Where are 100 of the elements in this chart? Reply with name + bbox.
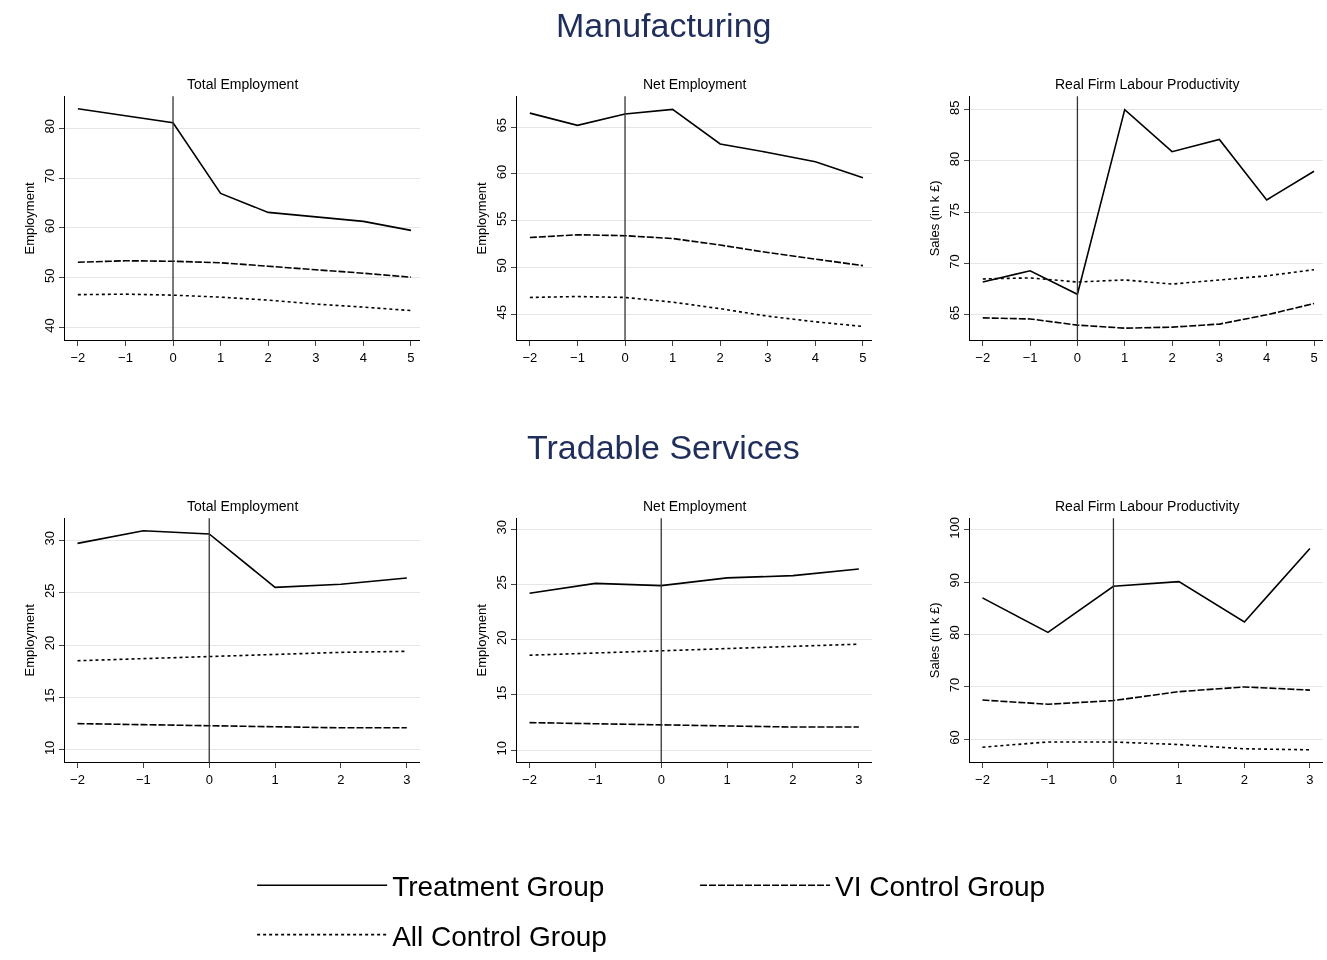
x-tick-label: 2 (1240, 772, 1249, 787)
x-tick-label: 2 (716, 350, 724, 366)
x-tick-label: 1 (1175, 772, 1183, 787)
line-series (77, 107, 412, 232)
x-tick-label: −1 (587, 772, 603, 787)
y-tick-label: 85 (946, 100, 962, 115)
x-tick-label: −2 (522, 772, 537, 787)
y-tick-label: 60 (493, 164, 509, 180)
x-tick-label: 2 (789, 772, 797, 787)
line-series (981, 302, 1315, 329)
x-tick-label: 3 (312, 350, 320, 366)
x-tick-label: 4 (359, 350, 367, 366)
x-tick-label: −2 (70, 350, 86, 366)
y-tick-label: 80 (946, 625, 962, 640)
x-tick-label: −1 (135, 772, 151, 787)
y-axis-title: Sales (in k £) (926, 180, 942, 257)
x-tick-label: 0 (1109, 772, 1118, 787)
x-tick-label: 1 (271, 772, 279, 787)
x-tick-label: 0 (621, 350, 629, 366)
y-tick-label: 100 (946, 516, 962, 539)
y-tick-label: 60 (41, 218, 57, 234)
legend-label: All Control Group (392, 920, 607, 952)
x-tick-label: 3 (764, 350, 772, 366)
y-tick-label: 65 (946, 305, 962, 321)
chart-title: Total Employment (187, 76, 299, 92)
x-tick-label: −1 (1040, 772, 1056, 787)
y-tick-label: 75 (946, 203, 962, 218)
y-axis-title: Employment (473, 603, 489, 677)
x-tick-label: 2 (264, 350, 272, 366)
line-series (529, 295, 864, 328)
text: Tradable Services (527, 428, 800, 466)
x-tick-label: −2 (975, 350, 991, 366)
x-tick-label: 0 (205, 772, 213, 787)
line-series (76, 529, 408, 589)
y-axis-title: Sales (in k £) (926, 602, 942, 679)
line-series (528, 568, 860, 595)
x-tick-label: −2 (70, 772, 85, 787)
x-tick-label: −1 (118, 350, 133, 366)
y-tick-label: 15 (493, 685, 509, 701)
x-tick-label: 1 (1121, 350, 1129, 366)
y-tick-label: 10 (41, 740, 57, 756)
x-tick-label: −1 (570, 350, 585, 366)
line-series (981, 108, 1315, 296)
line-series (529, 108, 864, 179)
x-tick-label: 0 (657, 772, 665, 787)
y-tick-label: 25 (493, 575, 509, 590)
y-tick-label: 80 (41, 119, 57, 134)
y-tick-label: 55 (493, 211, 509, 227)
y-axis-title: Employment (21, 603, 37, 677)
x-tick-label: −2 (522, 350, 538, 366)
y-tick-label: 80 (946, 151, 962, 167)
y-tick-label: 15 (41, 688, 57, 703)
chart-title: Net Employment (643, 76, 747, 92)
y-tick-label: 20 (493, 630, 509, 646)
y-tick-label: 10 (493, 741, 509, 756)
x-tick-label: 1 (723, 772, 731, 787)
legend-label: VI Control Group (835, 871, 1046, 903)
y-tick-label: 70 (41, 168, 57, 184)
y-axis-title: Employment (473, 181, 489, 255)
chart-title: Real Firm Labour Productivity (1055, 498, 1240, 514)
y-tick-label: 70 (946, 677, 962, 693)
x-tick-label: 5 (1310, 350, 1318, 366)
text: Manufacturing (556, 6, 772, 44)
y-tick-label: 50 (493, 258, 509, 273)
y-tick-label: 45 (493, 305, 509, 320)
legend-label: Treatment Group (392, 871, 605, 903)
chart-title: Real Firm Labour Productivity (1055, 76, 1240, 92)
x-tick-label: 3 (855, 772, 863, 787)
x-tick-label: 5 (859, 350, 867, 366)
x-tick-label: 0 (169, 350, 177, 366)
y-tick-label: 60 (946, 730, 962, 745)
x-tick-label: 0 (1073, 350, 1082, 366)
chart-title: Total Employment (187, 498, 299, 514)
x-tick-label: 2 (337, 772, 345, 787)
y-tick-label: 65 (493, 117, 509, 133)
y-axis-title: Employment (21, 181, 37, 255)
x-tick-label: 2 (1168, 350, 1176, 366)
y-tick-label: 90 (946, 572, 962, 588)
line-series (77, 259, 412, 278)
line-series (981, 686, 1311, 706)
x-tick-label: −2 (975, 772, 990, 787)
x-tick-label: 4 (1263, 350, 1271, 366)
x-tick-label: 3 (1215, 350, 1223, 366)
line-series (981, 741, 1311, 751)
y-tick-label: 25 (41, 583, 57, 598)
x-tick-label: 4 (811, 350, 819, 366)
x-tick-label: 3 (403, 772, 411, 787)
x-tick-label: 1 (668, 350, 677, 366)
y-tick-label: 40 (41, 318, 57, 333)
x-tick-label: 3 (1306, 772, 1314, 787)
line-series (77, 293, 412, 312)
y-tick-label: 20 (41, 635, 57, 651)
y-tick-label: 30 (41, 531, 57, 546)
x-tick-label: 5 (407, 350, 415, 366)
line-series (529, 233, 864, 267)
y-tick-label: 30 (493, 520, 509, 535)
y-tick-label: 70 (946, 254, 962, 269)
chart-title: Net Employment (643, 498, 747, 514)
x-tick-label: 1 (216, 350, 225, 366)
x-tick-label: −1 (1022, 350, 1038, 366)
